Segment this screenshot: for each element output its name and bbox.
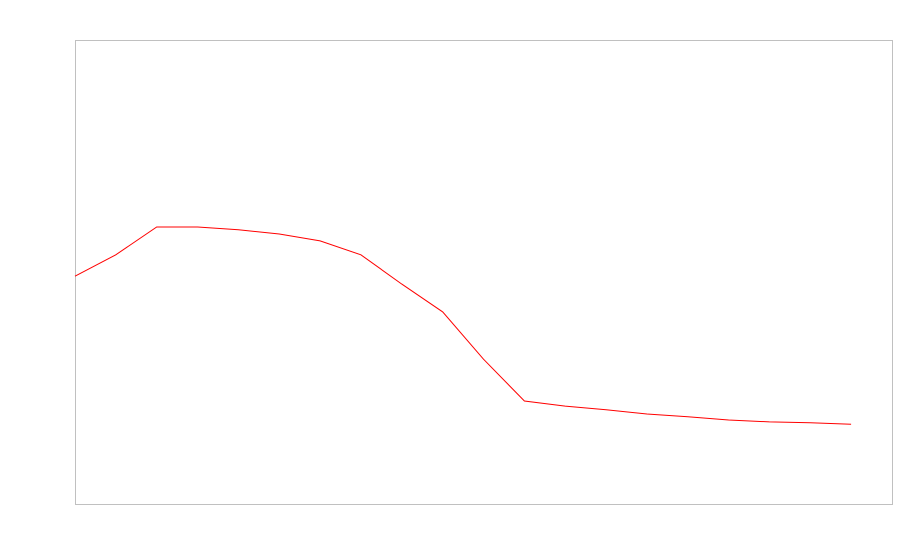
series-layer xyxy=(74,226,852,425)
series-line-0 xyxy=(74,226,852,425)
plot-frame xyxy=(75,40,893,505)
